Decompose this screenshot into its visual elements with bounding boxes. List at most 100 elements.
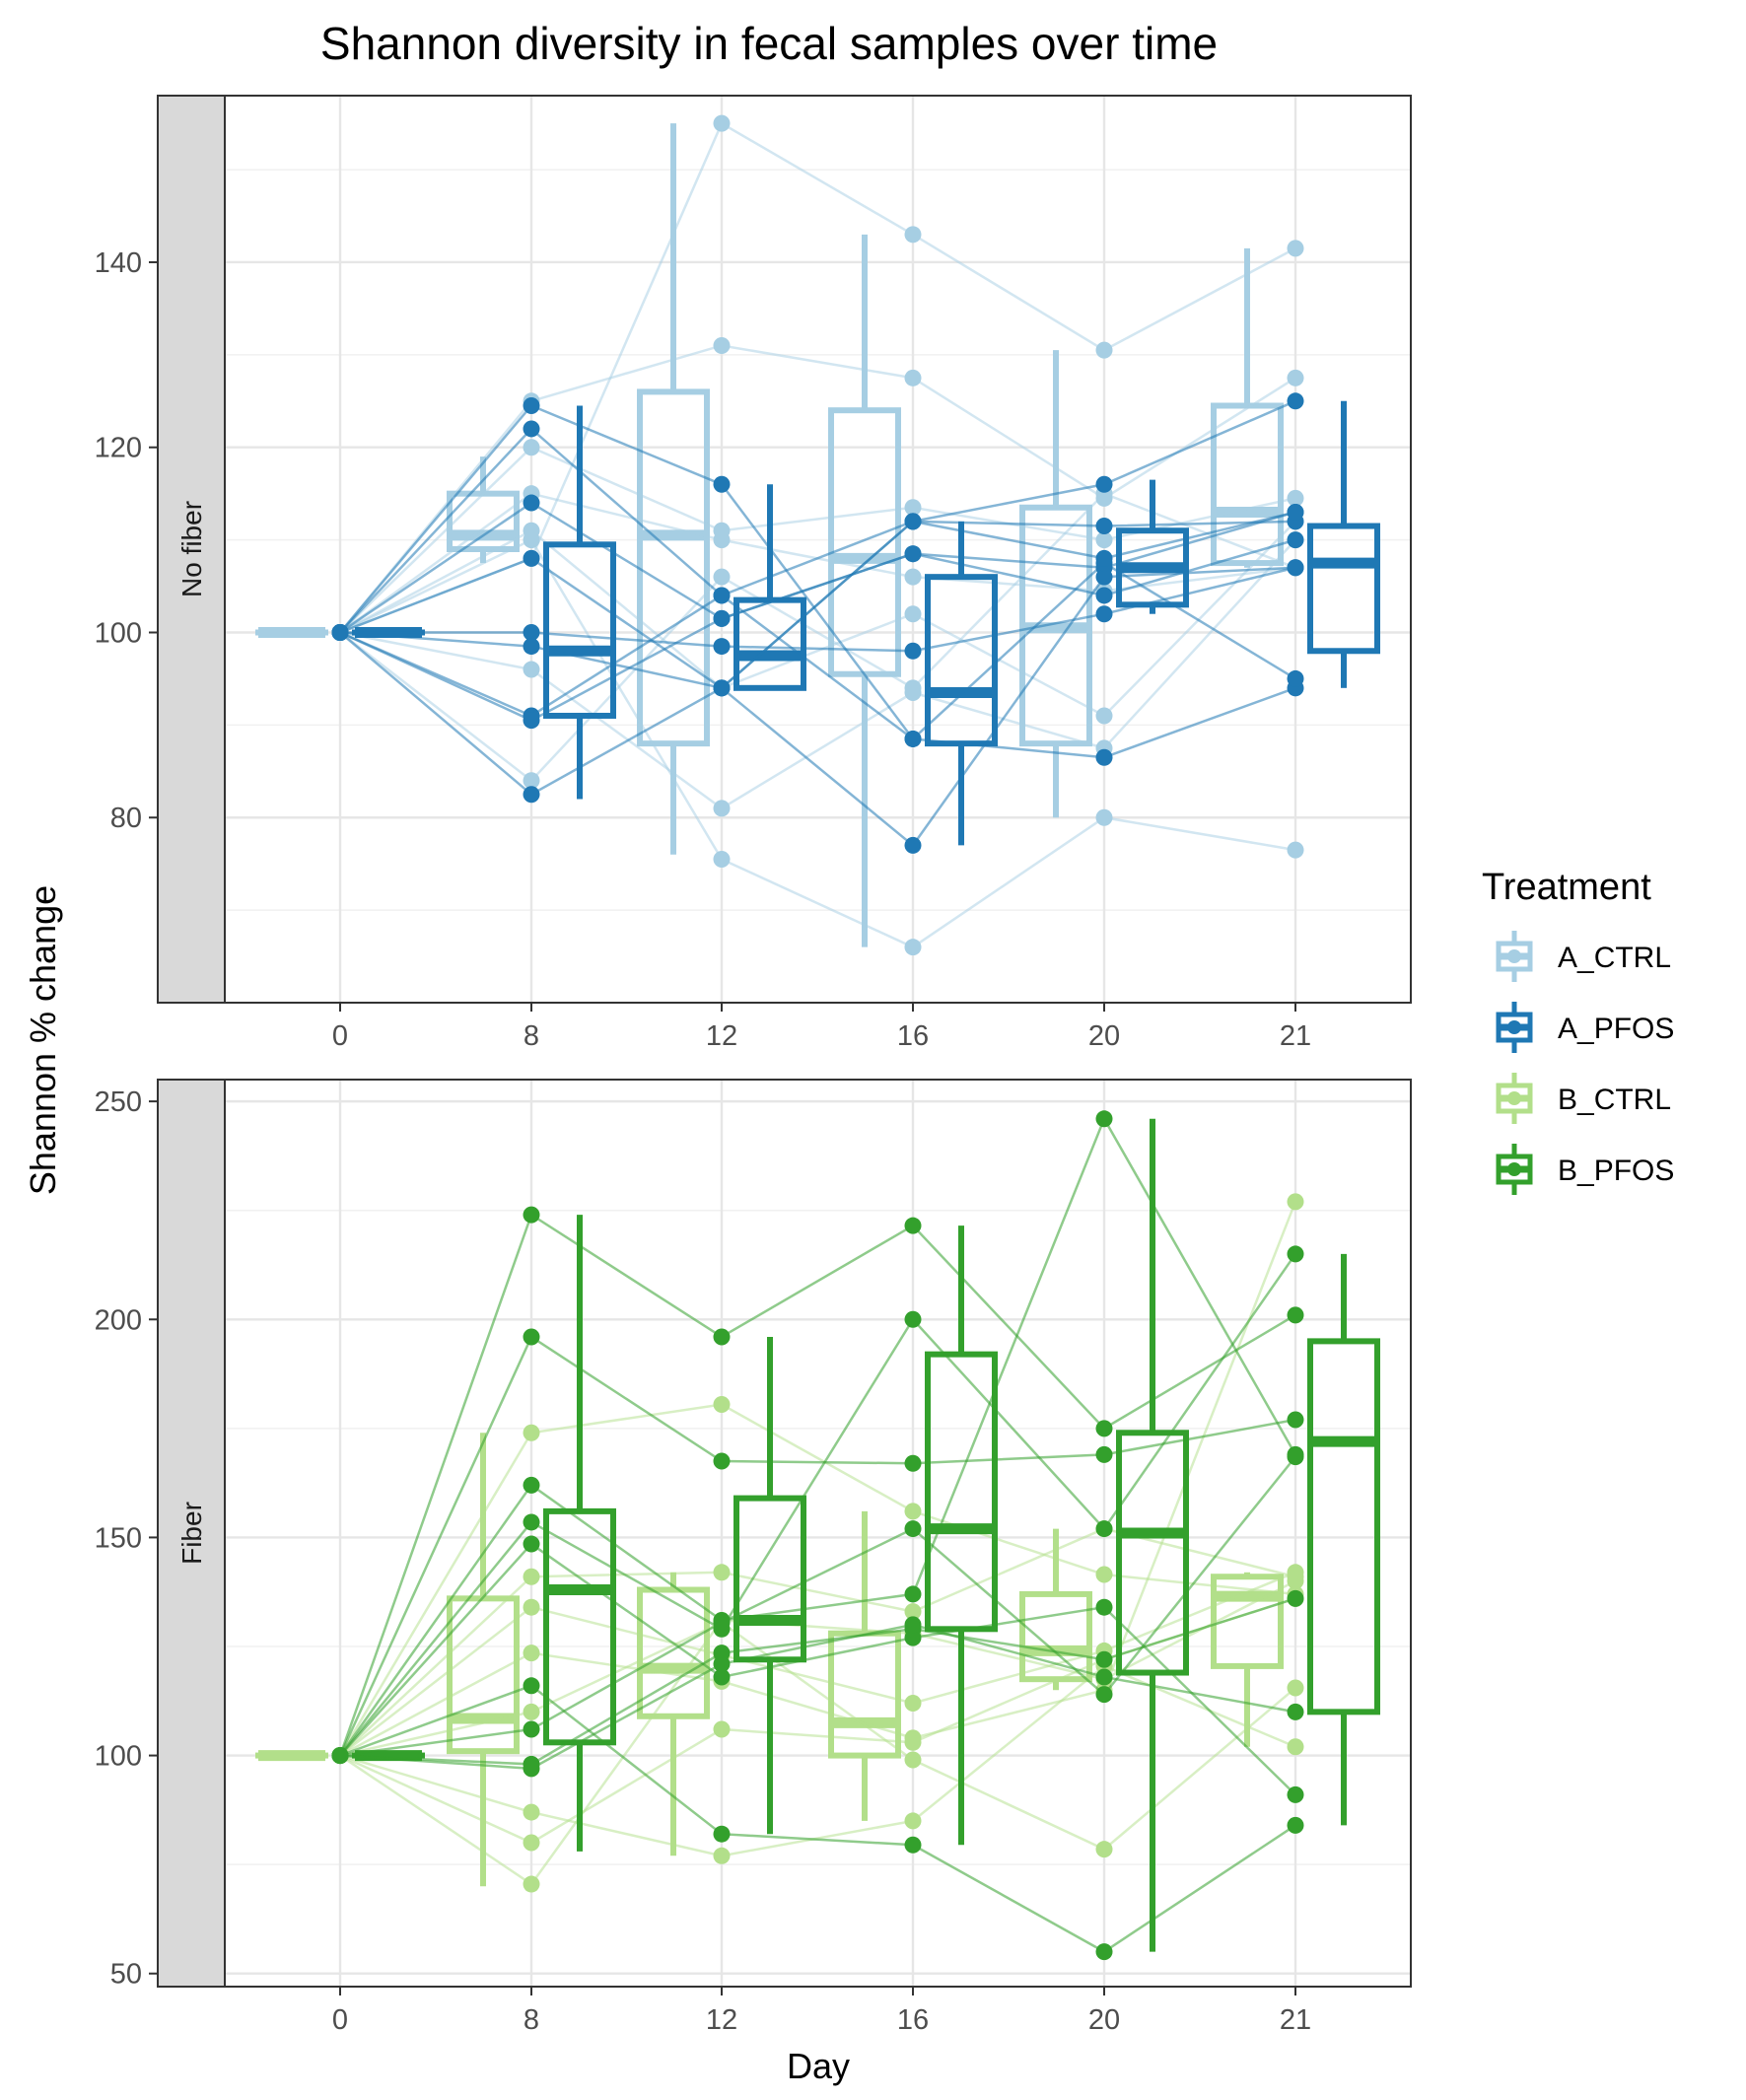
facet-strip-label: No fiber — [176, 501, 207, 597]
data-point-B_PFOS — [1096, 1651, 1113, 1668]
x-tick-label: 20 — [1088, 2004, 1120, 2036]
y-axis-label: Shannon % change — [23, 885, 63, 1195]
data-point-B_PFOS — [714, 1453, 731, 1470]
data-point-A_CTRL — [714, 531, 731, 548]
data-point-B_CTRL — [524, 1645, 540, 1661]
data-point-B_CTRL — [1288, 1573, 1304, 1589]
data-point-A_CTRL — [1096, 342, 1113, 359]
data-point-B_CTRL — [1096, 1841, 1113, 1857]
legend-key-point — [1507, 949, 1521, 963]
data-point-B_PFOS — [1288, 1412, 1304, 1429]
data-point-A_CTRL — [524, 531, 540, 548]
chart-title: Shannon diversity in fecal samples over … — [320, 18, 1218, 69]
data-point-A_PFOS — [714, 476, 731, 493]
data-point-B_PFOS — [714, 1655, 731, 1672]
data-point-B_PFOS — [1288, 1590, 1304, 1607]
data-point-A_PFOS — [1288, 559, 1304, 576]
data-point-B_CTRL — [524, 1876, 540, 1893]
data-point-A_CTRL — [524, 439, 540, 455]
data-point-B_CTRL — [714, 1396, 731, 1413]
x-tick-label: 21 — [1280, 1020, 1311, 1052]
data-point-B_PFOS — [1096, 1520, 1113, 1537]
data-point-B_CTRL — [714, 1721, 731, 1738]
x-tick-label: 0 — [332, 2004, 348, 2036]
legend-title: Treatment — [1482, 867, 1651, 908]
data-point-A_CTRL — [1288, 240, 1304, 256]
data-point-A_CTRL — [714, 569, 731, 586]
data-point-B_PFOS — [905, 1837, 922, 1854]
data-point-A_PFOS — [1288, 392, 1304, 409]
data-point-B_PFOS — [524, 1477, 540, 1494]
data-point-A_CTRL — [1096, 809, 1113, 826]
data-point-B_CTRL — [1096, 1567, 1113, 1583]
legend-label: A_CTRL — [1558, 942, 1671, 974]
data-point-B_PFOS — [1096, 1599, 1113, 1616]
plot-background — [225, 96, 1411, 1003]
data-point-B_PFOS — [905, 1616, 922, 1633]
data-point-B_PFOS — [1096, 1686, 1113, 1703]
data-point-B_PFOS — [714, 1614, 731, 1631]
data-point-B_CTRL — [1288, 1738, 1304, 1755]
x-tick-label: 12 — [706, 1020, 737, 1052]
data-point-B_CTRL — [524, 1599, 540, 1616]
data-point-B_PFOS — [524, 1207, 540, 1224]
legend-key-point — [1507, 1162, 1521, 1176]
legend-label: A_PFOS — [1558, 1013, 1674, 1045]
data-point-B_CTRL — [905, 1695, 922, 1712]
data-point-B_PFOS — [1096, 1420, 1113, 1436]
data-point-B_CTRL — [905, 1752, 922, 1769]
data-point-B_PFOS — [714, 1328, 731, 1345]
data-point-B_PFOS — [1096, 1110, 1113, 1127]
data-point-A_PFOS — [905, 837, 922, 854]
data-point-B_CTRL — [524, 1704, 540, 1720]
data-point-B_PFOS — [714, 1826, 731, 1843]
x-tick-label: 12 — [706, 2004, 737, 2036]
data-point-A_PFOS — [1288, 670, 1304, 687]
data-point-B_PFOS — [524, 1513, 540, 1530]
x-axis-label: Day — [787, 2046, 850, 2086]
data-point-A_CTRL — [905, 226, 922, 243]
data-point-A_CTRL — [1288, 842, 1304, 859]
data-point-B_PFOS — [524, 1328, 540, 1345]
data-point-B_CTRL — [1288, 1193, 1304, 1210]
x-tick-label: 20 — [1088, 1020, 1120, 1052]
legend-label: B_CTRL — [1558, 1084, 1671, 1116]
data-point-B_PFOS — [524, 1677, 540, 1694]
data-point-A_PFOS — [524, 638, 540, 655]
data-point-B_CTRL — [1288, 1680, 1304, 1697]
data-point-A_PFOS — [905, 731, 922, 747]
data-point-A_PFOS — [1096, 587, 1113, 603]
data-point-A_PFOS — [524, 495, 540, 512]
data-point-A_CTRL — [905, 679, 922, 696]
data-point-A_PFOS — [714, 638, 731, 655]
data-point-B_PFOS — [524, 1760, 540, 1777]
data-point-A_CTRL — [905, 605, 922, 622]
data-point-A_PFOS — [1096, 476, 1113, 493]
data-point-B_CTRL — [524, 1835, 540, 1852]
x-tick-label: 8 — [524, 1020, 539, 1052]
legend-key-point — [1507, 1091, 1521, 1105]
data-point-B_PFOS — [905, 1455, 922, 1472]
data-point-B_PFOS — [905, 1520, 922, 1537]
data-point-B_CTRL — [905, 1734, 922, 1751]
x-tick-label: 21 — [1280, 2004, 1311, 2036]
data-point-B_PFOS — [1288, 1817, 1304, 1834]
data-point-B_PFOS — [332, 1747, 349, 1764]
data-point-A_PFOS — [905, 545, 922, 562]
data-point-A_CTRL — [714, 337, 731, 354]
y-tick-label: 150 — [95, 1522, 142, 1554]
data-point-B_PFOS — [524, 1536, 540, 1553]
data-point-B_CTRL — [714, 1564, 731, 1580]
data-point-B_PFOS — [1288, 1704, 1304, 1720]
data-point-A_CTRL — [1096, 707, 1113, 724]
data-point-A_CTRL — [905, 939, 922, 955]
y-tick-label: 50 — [110, 1959, 142, 1991]
data-point-B_PFOS — [1096, 1943, 1113, 1960]
data-point-A_CTRL — [714, 800, 731, 816]
data-point-A_CTRL — [1288, 370, 1304, 386]
y-tick-label: 140 — [95, 247, 142, 279]
